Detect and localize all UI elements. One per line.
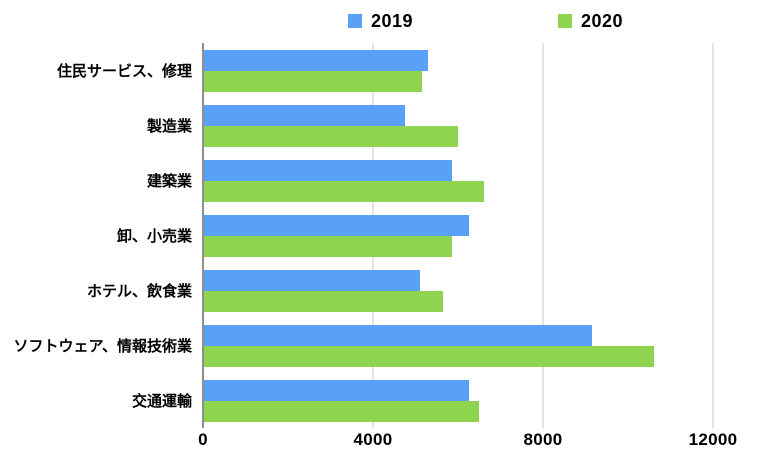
rows bbox=[203, 43, 713, 428]
legend-entry-2020[interactable]: 2020 bbox=[558, 11, 623, 32]
category-label: ホテル、飲食業 bbox=[86, 283, 192, 300]
bar-2019[interactable] bbox=[203, 214, 469, 236]
legend: 2019 2020 bbox=[203, 10, 768, 32]
bar-2019[interactable] bbox=[203, 269, 420, 291]
bar-2020[interactable] bbox=[203, 125, 458, 147]
gridline bbox=[542, 43, 544, 428]
bar-group bbox=[203, 318, 713, 373]
bar-group bbox=[203, 43, 713, 98]
bar-2019[interactable] bbox=[203, 379, 469, 401]
bar-group bbox=[203, 153, 713, 208]
bar-group bbox=[203, 373, 713, 428]
x-tick-label: 8000 bbox=[523, 430, 563, 449]
bar-2020[interactable] bbox=[203, 235, 452, 257]
bar-2020[interactable] bbox=[203, 400, 480, 422]
x-axis: 0 4000 8000 12000 bbox=[198, 430, 737, 452]
legend-label-2019: 2019 bbox=[370, 10, 413, 31]
x-tick-label: 12000 bbox=[688, 430, 738, 449]
legend-label-2020: 2020 bbox=[581, 10, 624, 31]
bar-2020[interactable] bbox=[203, 180, 484, 202]
legend-swatch-2020 bbox=[558, 14, 572, 28]
x-tick-label: 0 bbox=[198, 430, 208, 449]
category-label: 交通運輸 bbox=[131, 393, 192, 410]
category-labels: 住民サービス、修理製造業建築業卸、小売業ホテル、飲食業ソフトウェア、情報技術業交… bbox=[0, 43, 203, 428]
legend-entry-2019[interactable]: 2019 bbox=[347, 10, 413, 32]
bar-group bbox=[203, 208, 713, 263]
bar-2019[interactable] bbox=[203, 104, 405, 126]
x-tick-label: 4000 bbox=[353, 430, 393, 449]
bar-2019[interactable] bbox=[203, 324, 592, 346]
bar-group bbox=[203, 263, 713, 318]
category-label: 建築業 bbox=[146, 173, 192, 190]
plot-area bbox=[202, 43, 714, 428]
category-label: 製造業 bbox=[146, 118, 192, 135]
bar-group bbox=[203, 98, 713, 153]
bar-2019[interactable] bbox=[203, 159, 452, 181]
category-label: 住民サービス、修理 bbox=[56, 63, 192, 80]
category-label: ソフトウェア、情報技術業 bbox=[13, 338, 192, 355]
gridline bbox=[712, 43, 714, 428]
bar-2019[interactable] bbox=[203, 49, 429, 71]
legend-swatch-2019 bbox=[347, 14, 362, 28]
bar-2020[interactable] bbox=[203, 345, 654, 367]
axis-line bbox=[202, 43, 204, 428]
bar-2020[interactable] bbox=[203, 70, 422, 92]
category-label: 卸、小売業 bbox=[116, 228, 192, 245]
bar-2020[interactable] bbox=[203, 290, 444, 312]
